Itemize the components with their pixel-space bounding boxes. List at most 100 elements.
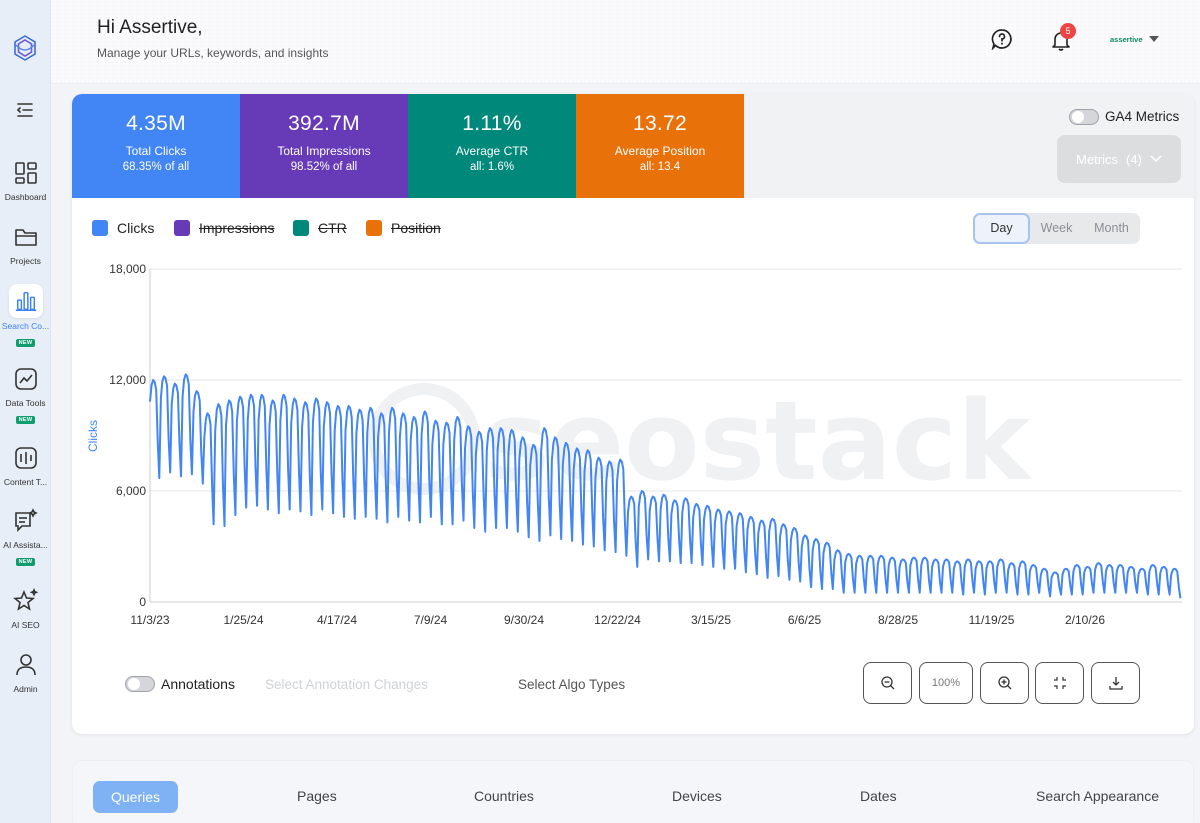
- metric-value: 392.7M: [288, 112, 360, 135]
- greeting-subtitle: Manage your URLs, keywords, and insights: [97, 46, 329, 60]
- metrics-select[interactable]: Metrics (4): [1057, 135, 1181, 183]
- x-tick-label: 11/3/23: [130, 613, 169, 627]
- sidebar-item-label: Data Tools: [5, 398, 46, 408]
- annotations-toggle[interactable]: [125, 676, 155, 692]
- x-tick-label: 9/30/24: [504, 613, 544, 627]
- fit-view-button[interactable]: [1035, 662, 1084, 704]
- sidebar-item-label: AI SEO: [11, 620, 40, 630]
- zoom-in-button[interactable]: [980, 662, 1029, 704]
- tab-search-appearance[interactable]: Search Appearance: [1036, 788, 1159, 804]
- new-badge: NEW: [15, 339, 36, 347]
- x-tick-label: 3/15/25: [691, 613, 731, 627]
- x-tick-label: 12/22/24: [594, 613, 641, 627]
- clicks-chart[interactable]: seostack 0 6,000 12,000 18,000 Clicks 11/3/23 1…: [72, 244, 1194, 644]
- legend-ctr[interactable]: CTR: [293, 220, 347, 236]
- metric-sub: 98.52% of all: [290, 161, 358, 173]
- annotation-changes-select[interactable]: Select Annotation Changes: [265, 677, 428, 692]
- chart-controls: Annotations Select Annotation Changes Se…: [72, 662, 1194, 716]
- sidebar-item-data-tools[interactable]: Data Tools NEW: [0, 366, 51, 426]
- help-icon[interactable]: [991, 28, 1013, 50]
- x-tick-label: 11/19/25: [969, 613, 1015, 627]
- metric-value: 4.35M: [126, 112, 186, 135]
- legend-label: Impressions: [199, 220, 275, 236]
- legend-label: Position: [391, 220, 441, 236]
- period-month-button[interactable]: Month: [1094, 221, 1129, 235]
- legend-swatch: [366, 220, 382, 236]
- folder-icon: [14, 229, 37, 246]
- tab-dates[interactable]: Dates: [860, 788, 897, 804]
- sidebar-item-ai-assista[interactable]: AI Assista... NEW: [0, 508, 51, 568]
- metric-sub: all: 1.6%: [469, 161, 515, 173]
- collapse-sidebar-icon[interactable]: [15, 100, 35, 120]
- metric-value: 13.72: [632, 112, 688, 135]
- algo-types-select[interactable]: Select Algo Types: [518, 677, 626, 692]
- metrics-select-label: Metrics: [1076, 151, 1118, 167]
- x-tick-label: 1/25/24: [223, 613, 263, 627]
- legend-impressions[interactable]: Impressions: [174, 220, 274, 236]
- tab-queries[interactable]: Queries: [93, 781, 179, 813]
- period-selector: Day Week Month: [973, 213, 1140, 244]
- legend-swatch: [293, 220, 309, 236]
- metric-value: 1.11%: [462, 112, 522, 135]
- ai-chat-icon: [14, 508, 38, 532]
- period-week-button[interactable]: Week: [1040, 221, 1073, 235]
- notification-badge: 5: [1060, 23, 1076, 39]
- dimension-tabs: Queries Pages Countries Devices Dates Search …: [72, 760, 1194, 823]
- ga4-toggle[interactable]: [1069, 109, 1099, 125]
- sidebar-item-dashboard[interactable]: Dashboard: [0, 160, 51, 202]
- sidebar-item-admin[interactable]: Admin: [0, 652, 51, 694]
- sidebar: Dashboard Projects Search Co... NEW Data Too…: [0, 0, 51, 823]
- zoom-in-icon: [997, 676, 1011, 690]
- user-icon: [15, 654, 36, 676]
- x-tick-label: 8/28/25: [878, 613, 918, 627]
- legend-swatch: [174, 220, 190, 236]
- legend-clicks[interactable]: Clicks: [92, 220, 154, 236]
- logo-icon[interactable]: [11, 33, 39, 63]
- metric-sub: 68.35% of all: [122, 161, 190, 173]
- greeting-title: Hi Assertive,: [97, 17, 203, 38]
- tab-pages[interactable]: Pages: [297, 788, 337, 804]
- sidebar-item-label: AI Assista...: [3, 540, 48, 550]
- x-tick-label: 6/6/25: [788, 613, 822, 627]
- period-day-button[interactable]: Day: [973, 213, 1030, 244]
- watermark-text: seostack: [484, 377, 1033, 505]
- performance-card: 4.35M Total Clicks 68.35% of all 392.7M Tota…: [72, 94, 1194, 734]
- legend-label: CTR: [318, 220, 347, 236]
- sidebar-item-label: Admin: [13, 684, 38, 694]
- metric-card-ctr[interactable]: 1.11% Average CTR all: 1.6%: [408, 94, 576, 198]
- metric-label: Total Impressions: [277, 144, 371, 158]
- metric-card-clicks[interactable]: 4.35M Total Clicks 68.35% of all: [72, 94, 240, 198]
- new-badge: NEW: [15, 558, 36, 566]
- new-badge: NEW: [15, 416, 36, 424]
- y-tick-label: 6,000: [116, 484, 146, 498]
- sidebar-item-search-co[interactable]: Search Co... NEW: [0, 284, 51, 349]
- page-header: Hi Assertive, Manage your URLs, keywords…: [51, 0, 1200, 84]
- active-item-highlight: [8, 284, 43, 318]
- legend-label: Clicks: [117, 220, 155, 236]
- zoom-reset-button[interactable]: 100%: [919, 662, 973, 704]
- sidebar-item-ai-seo[interactable]: AI SEO: [0, 588, 51, 630]
- download-icon: [1108, 677, 1123, 690]
- download-button[interactable]: [1091, 662, 1140, 704]
- sidebar-item-projects[interactable]: Projects: [0, 224, 51, 266]
- clicks-series-line: [149, 373, 1182, 599]
- y-axis-title: Clicks: [86, 420, 100, 452]
- legend-position[interactable]: Position: [366, 220, 441, 236]
- metrics-select-count: (4): [1126, 151, 1142, 167]
- trend-icon: [14, 368, 37, 390]
- sidebar-item-content-t[interactable]: Content T...: [0, 445, 51, 487]
- caret-down-icon[interactable]: [1148, 34, 1160, 44]
- ga4-label: GA4 Metrics: [1105, 109, 1180, 124]
- metric-card-position[interactable]: 13.72 Average Position all: 13.4: [576, 94, 744, 198]
- user-menu-name[interactable]: assertive: [1110, 35, 1143, 44]
- metric-card-impressions[interactable]: 392.7M Total Impressions 98.52% of all: [240, 94, 408, 198]
- collapse-arrows-icon: [1053, 677, 1066, 689]
- tab-countries[interactable]: Countries: [474, 788, 534, 804]
- zoom-out-button[interactable]: [863, 662, 912, 704]
- metric-label: Average Position: [614, 144, 706, 158]
- tab-devices[interactable]: Devices: [672, 788, 722, 804]
- bar-chart-icon: [15, 291, 36, 311]
- metric-sub: all: 13.4: [639, 161, 681, 173]
- content-icon: [14, 447, 37, 469]
- chevron-down-icon: [1150, 155, 1162, 163]
